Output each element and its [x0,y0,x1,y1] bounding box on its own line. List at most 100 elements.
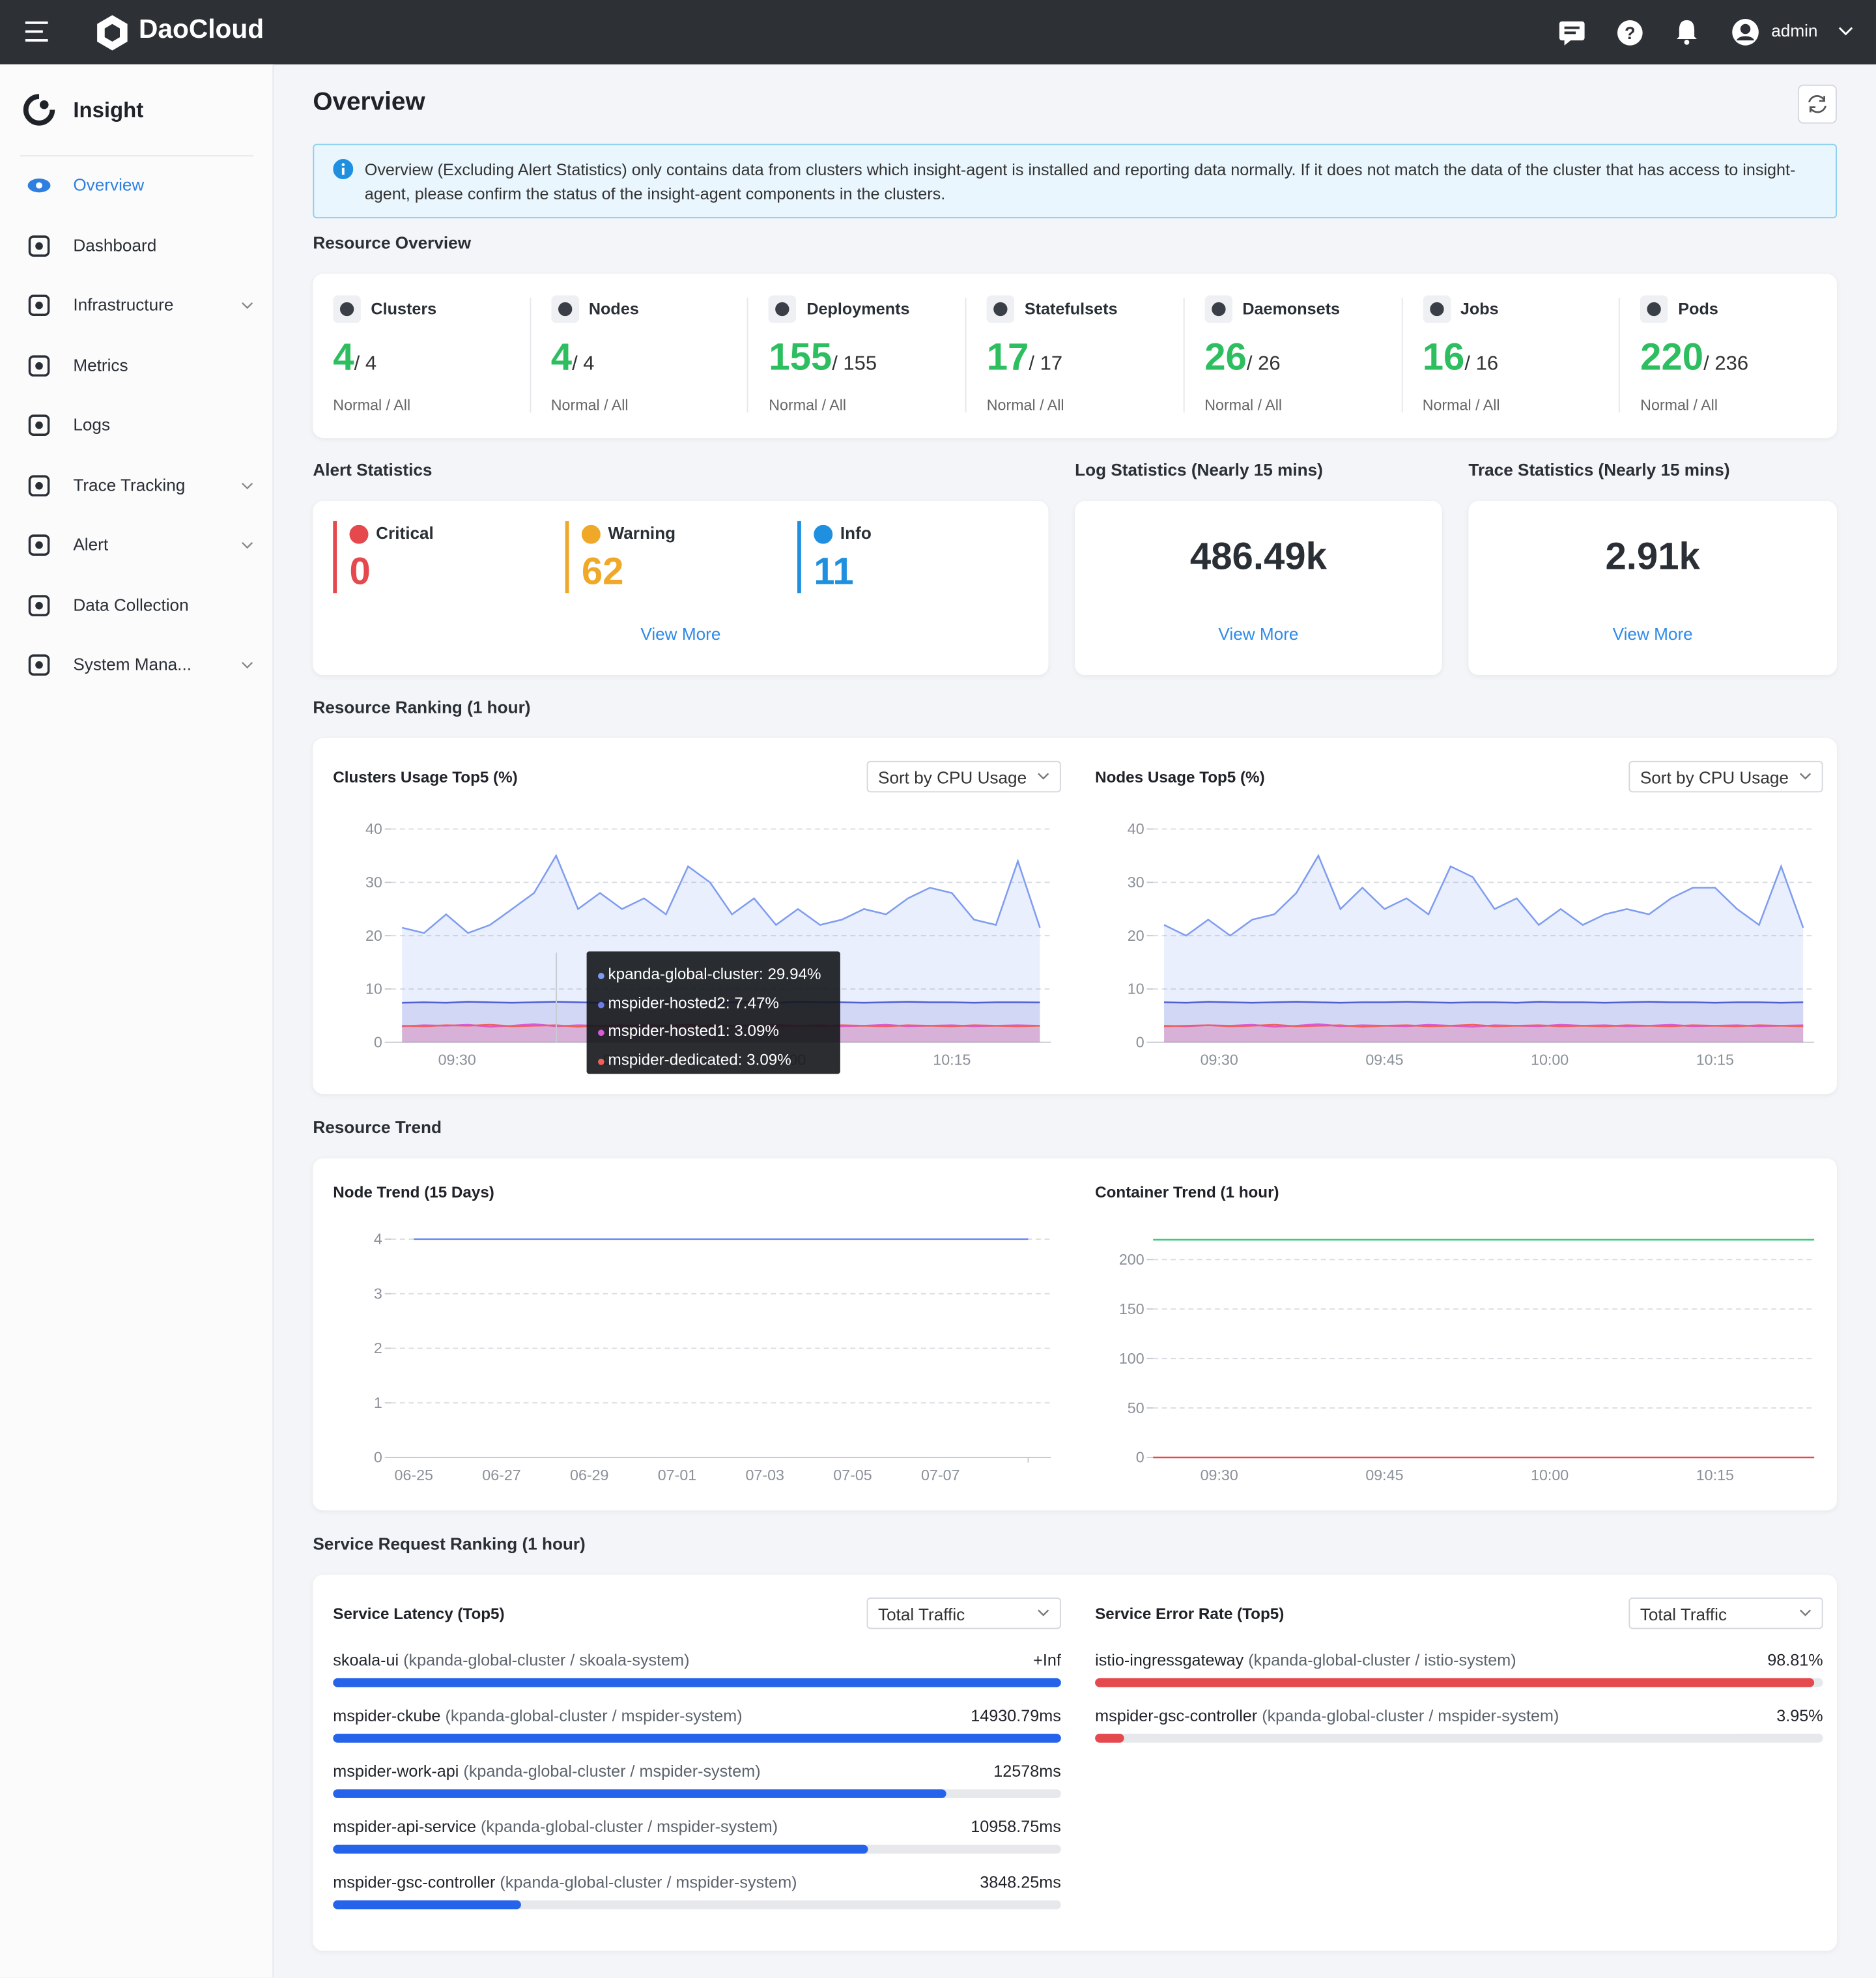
chevron [241,302,253,311]
panel-title: Service Error Rate (Top5) [1095,1605,1284,1623]
section-title: Service Request Ranking (1 hour) [313,1534,585,1553]
normal-count: 26 [1204,337,1247,379]
resource-icon [1204,295,1232,323]
alert-icon [349,525,368,544]
total-count: / 16 [1464,353,1498,375]
chevron-path [242,483,252,488]
nav-item[interactable]: Metrics [73,355,128,374]
tooltip-item: mspider-hosted2: 7.47% [608,994,779,1012]
chevron [1037,1609,1049,1618]
nav-item[interactable]: Data Collection [73,595,188,614]
nav-item[interactable]: Overview [73,175,144,194]
trace-count: 2.91k [1468,536,1837,579]
nav-icon [27,233,52,258]
resource-caption: Normal / All [987,396,1064,414]
page-title: Overview [313,89,425,118]
icon-glyph [776,302,789,316]
alert-bar [333,521,337,593]
glyph-dot [35,601,43,609]
nav-icon [27,652,52,678]
resource-count: 4/ 4 [551,337,595,380]
alert-icon [814,525,832,544]
avatar[interactable] [1731,18,1760,47]
brand: DaoCloud [139,15,264,45]
resource-label: Deployments [806,299,909,318]
filter-select[interactable]: Total Traffic [867,1598,1061,1629]
total-count: / 17 [1029,353,1062,375]
total-count: / 155 [832,353,877,375]
pupil [36,182,42,189]
resource-card: Clusters4/ 4Normal / AllNodes4/ 4Normal … [313,274,1837,438]
icon-glyph [1212,302,1225,316]
normal-count: 4 [551,337,572,379]
top-bar: DaoCloud ? admin [0,0,1876,64]
log-card: 486.49k View More [1075,501,1442,675]
tooltip-item: kpanda-global-cluster: 29.94% [608,966,821,983]
tooltip-item: mspider-hosted1: 3.09% [608,1023,779,1040]
filter-select[interactable]: Total Traffic [1628,1598,1823,1629]
glyph-dot [35,661,43,669]
sort-select[interactable]: Sort by CPU Usage [867,761,1061,792]
sort-select[interactable]: Sort by CPU Usage [1628,761,1823,792]
chevron-path [242,543,252,548]
total-count: / 4 [572,353,594,375]
normal-count: 4 [333,337,354,379]
divider [1619,298,1620,412]
nav-icon [27,412,52,438]
resource-label: Clusters [371,299,436,318]
divider [1183,298,1184,412]
alert-bar [797,521,801,593]
bell-icon[interactable] [1674,18,1699,46]
total-count: / 4 [354,353,377,375]
chevron [1799,1609,1812,1618]
glyph-dot [35,481,43,489]
chart-title: Node Trend (15 Days) [333,1184,494,1201]
bar [333,1789,946,1798]
resource-icon [333,295,361,323]
bar [333,1734,1061,1743]
glyph-dot [35,362,43,369]
resource-count: 155/ 155 [769,337,877,380]
resource-count: 17/ 17 [987,337,1062,380]
divider [530,298,531,412]
trend-card [313,1158,1837,1510]
section-title: Trace Statistics (Nearly 15 mins) [1468,461,1729,480]
glyph-dot [35,302,43,309]
nav-icon [27,293,52,318]
help-icon[interactable]: ? [1616,19,1644,47]
section-title: Resource Trend [313,1118,442,1137]
view-more-link[interactable]: View More [1075,625,1442,644]
view-more-link[interactable]: View More [1468,625,1837,644]
menu-button[interactable] [25,22,51,42]
info-icon [333,159,353,179]
tooltip: kpanda-global-cluster: 29.94% mspider-hos… [587,951,840,1074]
nav-item[interactable]: Dashboard [73,235,156,254]
nav-item[interactable]: Logs [73,415,110,434]
resource-caption: Normal / All [333,396,410,414]
total-count: / 236 [1703,353,1748,375]
chevron [241,661,253,670]
chevron [241,541,253,551]
section-title: Log Statistics (Nearly 15 mins) [1075,461,1323,480]
section-title: Alert Statistics [313,461,432,480]
logo [94,14,130,51]
user-name[interactable]: admin [1771,22,1817,40]
glyph-dot [35,422,43,429]
resource-count: 16/ 16 [1423,337,1498,380]
nav-item[interactable]: Trace Tracking [73,475,185,494]
normal-count: 155 [769,337,832,379]
sidebar-title: Insight [73,98,143,124]
user-menu-chevron[interactable] [1838,27,1853,36]
nav-item[interactable]: Alert [73,535,108,554]
nav-item[interactable]: System Mana... [73,655,192,674]
divider [965,298,967,412]
total-count: / 26 [1247,353,1281,375]
nav-item[interactable]: Infrastructure [73,295,173,314]
nav-icon [27,592,52,618]
icon-circle [349,525,368,544]
message-icon[interactable] [1558,19,1586,47]
view-more-link[interactable]: View More [616,625,745,644]
resource-count: 220/ 236 [1640,337,1748,380]
refresh-button[interactable] [1798,85,1837,124]
normal-count: 220 [1640,337,1703,379]
